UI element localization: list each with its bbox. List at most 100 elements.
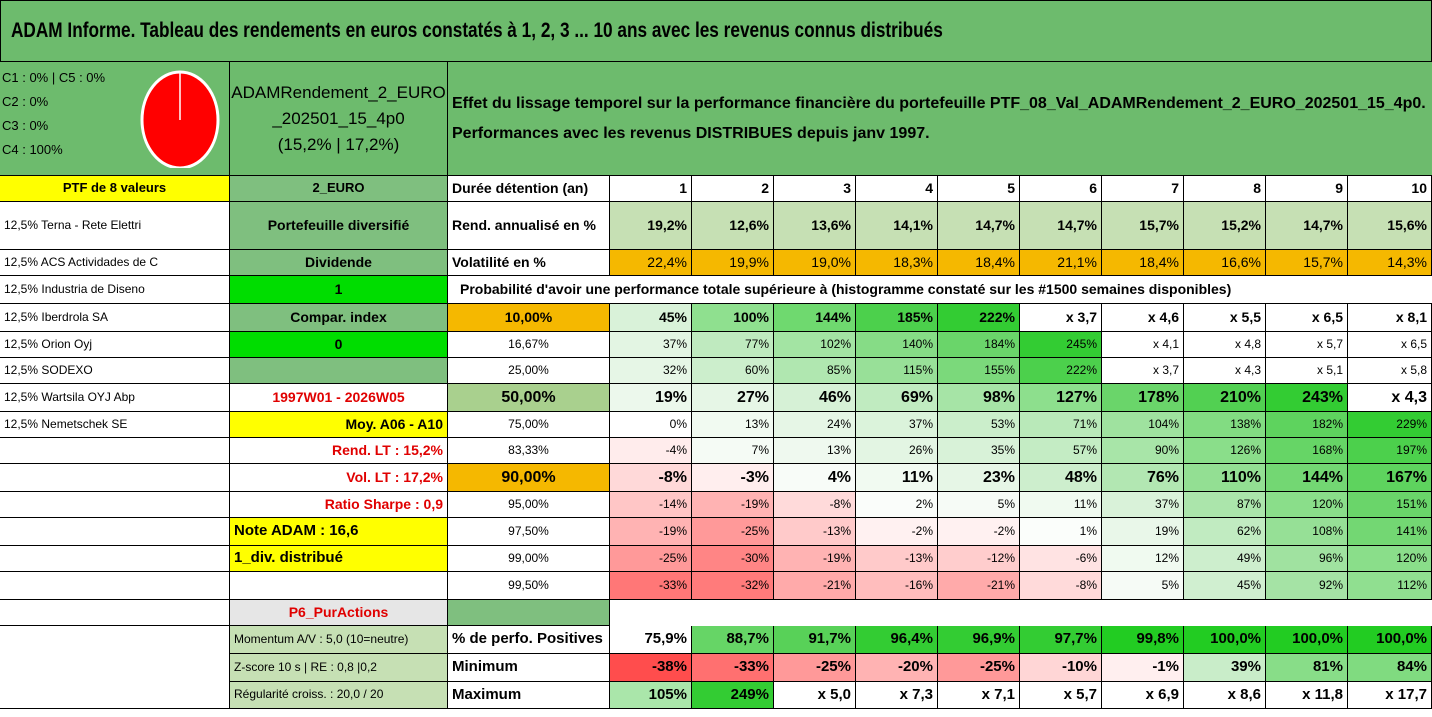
description-block: Effet du lissage temporel sur la perform… — [448, 62, 1432, 176]
proba-value: 197% — [1348, 438, 1432, 464]
max-value: x 5,7 — [1020, 682, 1102, 709]
year-header-6: 6 — [1020, 176, 1102, 202]
proba-value: 0% — [610, 412, 692, 438]
rend-value: 19,2% — [610, 202, 692, 250]
proba-value: 37% — [856, 412, 938, 438]
year-header-4: 4 — [856, 176, 938, 202]
max-value: x 17,7 — [1348, 682, 1432, 709]
p6-cell: P6_PurActions — [230, 600, 448, 626]
regularite-cell: Régularité croiss. : 20,0 / 20 — [230, 682, 448, 709]
proba-value: 62% — [1184, 518, 1266, 546]
proba-value: x 4,8 — [1184, 332, 1266, 358]
rend-value: 13,6% — [774, 202, 856, 250]
proba-value: 222% — [938, 304, 1020, 332]
empty-left-1 — [0, 438, 230, 464]
dividend-label: Dividende — [230, 250, 448, 276]
proba-value: 37% — [610, 332, 692, 358]
proba-threshold: 99,00% — [448, 546, 610, 572]
proba-value: -2% — [856, 518, 938, 546]
rend-value: 14,7% — [1266, 202, 1348, 250]
proba-value: x 6,5 — [1266, 304, 1348, 332]
proba-value: 37% — [1102, 492, 1184, 518]
proba-value: x 4,3 — [1348, 384, 1432, 412]
zscore-cell: Z-score 10 s | RE : 0,8 |0,2 — [230, 654, 448, 682]
proba-value: -25% — [692, 518, 774, 546]
compar-index-value: 0 — [230, 332, 448, 358]
min-value: -33% — [692, 654, 774, 682]
max-value: 249% — [692, 682, 774, 709]
proba-value: -30% — [692, 546, 774, 572]
min-value: -25% — [774, 654, 856, 682]
proba-threshold: 95,00% — [448, 492, 610, 518]
proba-threshold: 97,50% — [448, 518, 610, 546]
fund-name-line1: ADAMRendement_2_EURO — [231, 82, 446, 102]
proba-value: 100% — [692, 304, 774, 332]
empty-side-cell — [230, 572, 448, 600]
year-header-3: 3 — [774, 176, 856, 202]
vol-value: 22,4% — [610, 250, 692, 276]
empty-left-7 — [0, 600, 230, 626]
proba-threshold: 83,33% — [448, 438, 610, 464]
proba-value: 45% — [610, 304, 692, 332]
holding-row: 12,5% SODEXO — [0, 358, 230, 384]
min-value: -10% — [1020, 654, 1102, 682]
proba-value: -33% — [610, 572, 692, 600]
proba-value: 140% — [856, 332, 938, 358]
proba-value: 26% — [856, 438, 938, 464]
perf-value: 100,0% — [1184, 626, 1266, 654]
proba-threshold: 75,00% — [448, 412, 610, 438]
proba-value: -14% — [610, 492, 692, 518]
perf-value: 75,9% — [610, 626, 692, 654]
allocation-c2: C2 : 0% — [2, 94, 49, 109]
proba-value: 112% — [1348, 572, 1432, 600]
proba-value: 2% — [856, 492, 938, 518]
rend-value: 15,2% — [1184, 202, 1266, 250]
max-value: 105% — [610, 682, 692, 709]
rend-value: 12,6% — [692, 202, 774, 250]
proba-value: -21% — [774, 572, 856, 600]
proba-value: 85% — [774, 358, 856, 384]
empty-green-cell — [230, 358, 448, 384]
fund-stats: (15,2% | 17,2%) — [277, 134, 400, 154]
proba-value: 11% — [856, 464, 938, 492]
proba-value: 126% — [1184, 438, 1266, 464]
proba-value: 229% — [1348, 412, 1432, 438]
proba-value: -8% — [1020, 572, 1102, 600]
perf-value: 100,0% — [1266, 626, 1348, 654]
proba-value: 168% — [1266, 438, 1348, 464]
proba-value: -21% — [938, 572, 1020, 600]
proba-value: -8% — [610, 464, 692, 492]
proba-value: -19% — [692, 492, 774, 518]
perf-value: 100,0% — [1348, 626, 1432, 654]
proba-value: 27% — [692, 384, 774, 412]
proba-value: 69% — [856, 384, 938, 412]
proba-value: -2% — [938, 518, 1020, 546]
proba-value: x 4,6 — [1102, 304, 1184, 332]
rend-value: 14,1% — [856, 202, 938, 250]
min-label: Minimum — [448, 654, 610, 682]
proba-value: 76% — [1102, 464, 1184, 492]
proba-value: 120% — [1266, 492, 1348, 518]
perf-value: 96,4% — [856, 626, 938, 654]
vol-value: 19,9% — [692, 250, 774, 276]
proba-value: -12% — [938, 546, 1020, 572]
allocation-pie-chart — [140, 70, 220, 168]
diversification-cell: Portefeuille diversifié — [230, 202, 448, 250]
proba-value: 13% — [692, 412, 774, 438]
proba-value: x 3,7 — [1102, 358, 1184, 384]
perf-value: 99,8% — [1102, 626, 1184, 654]
year-header-7: 7 — [1102, 176, 1184, 202]
holding-row: 12,5% Wartsila OYJ Abp — [0, 384, 230, 412]
fund-name-line2: _202501_15_4p0 — [272, 108, 405, 128]
proba-value: 178% — [1102, 384, 1184, 412]
proba-value: 46% — [774, 384, 856, 412]
proba-value: 1% — [1020, 518, 1102, 546]
vol-value: 19,0% — [774, 250, 856, 276]
min-value: -1% — [1102, 654, 1184, 682]
holding-row: 12,5% Terna - Rete Elettri — [0, 202, 230, 250]
vol-lt-cell: Vol. LT : 17,2% — [230, 464, 448, 492]
proba-value: 92% — [1266, 572, 1348, 600]
holding-row: 12,5% Orion Oyj — [0, 332, 230, 358]
max-value: x 6,9 — [1102, 682, 1184, 709]
proba-value: x 4,1 — [1102, 332, 1184, 358]
